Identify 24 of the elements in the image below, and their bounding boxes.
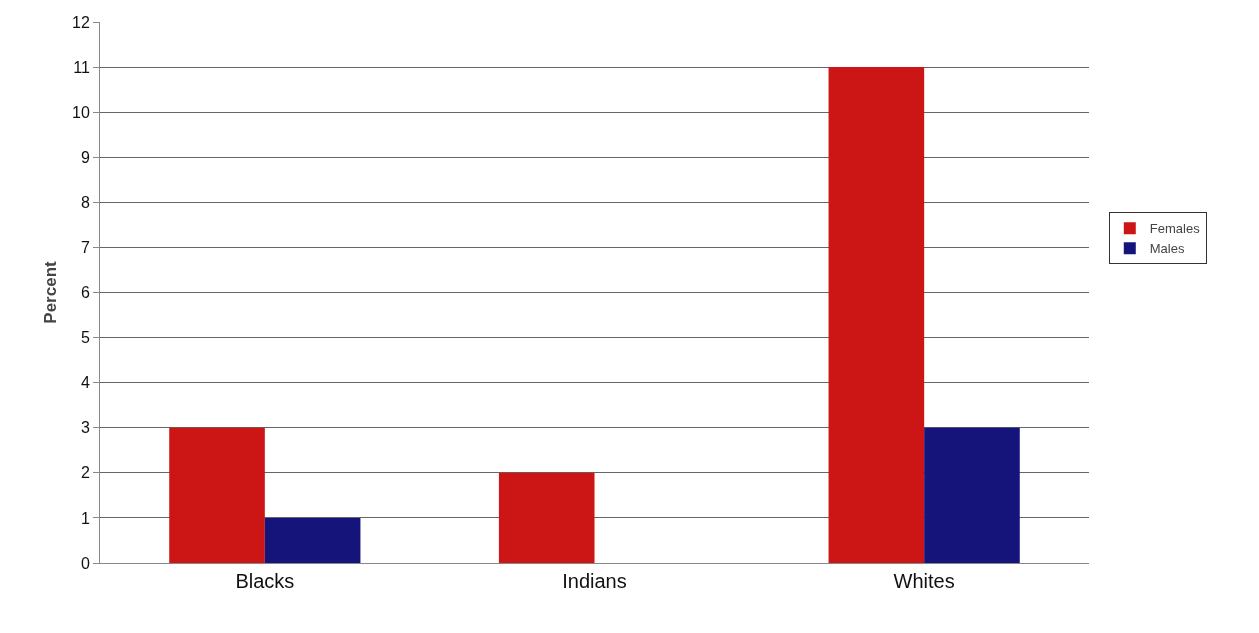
legend-label: Males	[1149, 241, 1185, 257]
y-tick-label: 7	[80, 239, 90, 257]
x-tick-label: Whites	[893, 570, 955, 592]
bar	[498, 472, 595, 563]
y-tick-label: 8	[80, 193, 90, 211]
x-tick-label: Blacks	[235, 570, 295, 592]
y-tick-label: 3	[80, 419, 90, 437]
bar	[924, 427, 1020, 563]
y-tick-label: 11	[73, 58, 90, 76]
y-tick-label: 6	[80, 284, 90, 302]
bar	[828, 67, 925, 563]
y-tick-label: 12	[72, 13, 90, 31]
y-axis-title: Percent	[41, 260, 60, 324]
y-tick-label: 10	[72, 103, 90, 121]
y-tick-label: 1	[80, 509, 90, 527]
bar	[169, 427, 265, 563]
y-tick-label: 2	[80, 464, 90, 482]
y-tick-label: 5	[80, 329, 90, 347]
x-tick-label: Indians	[562, 570, 627, 592]
y-tick-label: 9	[80, 148, 90, 166]
legend-label: Females	[1149, 221, 1201, 237]
bar	[264, 517, 361, 563]
y-tick-label: 0	[80, 554, 90, 572]
y-tick-label: 4	[80, 374, 90, 392]
